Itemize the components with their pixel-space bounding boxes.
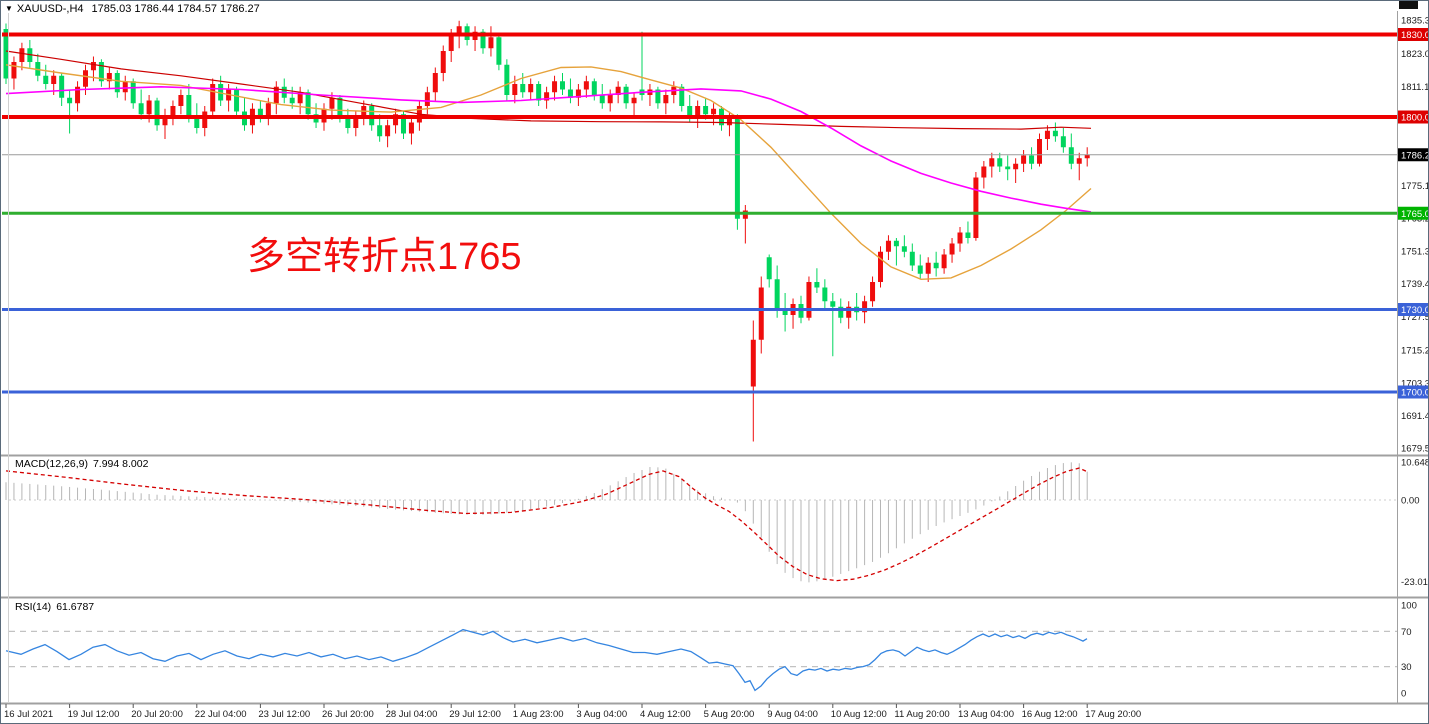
moving-average-red-line[interactable] [5,50,1092,130]
rsi-axis-label: 70 [1401,627,1412,638]
chevron-down-icon[interactable]: ▼ [5,4,13,13]
time-axis-label: 19 Jul 12:00 [68,709,120,720]
time-axis-label: 4 Aug 12:00 [640,709,691,720]
macd-axis-label: 10.648 [1401,458,1429,469]
price-badge-text: 1800.00 [1401,113,1429,124]
price-badge-1765.00 [1398,206,1428,220]
macd-axis-label: -23.017 [1401,577,1429,588]
rsi-indicator-label: RSI(14) 61.6787 [15,601,94,613]
price-axis-label: 1703.35 [1401,378,1429,389]
price-badge-1800.00 [1398,110,1428,124]
time-axis-label: 26 Jul 20:00 [322,709,374,720]
time-axis-label: 13 Aug 04:00 [958,709,1014,720]
price-badge-text: 1830.00 [1401,30,1429,41]
rsi-values: 61.6787 [56,601,95,613]
time-axis-label: 5 Aug 20:00 [704,709,755,720]
time-axis-label: 11 Aug 20:00 [894,709,949,720]
moving-average-orange-line[interactable] [5,64,1092,281]
time-axis-label: 17 Aug 20:00 [1085,709,1141,720]
time-axis-label: 28 Jul 04:00 [386,709,438,720]
time-axis-label: 16 Aug 12:00 [1022,709,1078,720]
time-axis-label: 10 Aug 12:00 [831,709,887,720]
macd-histogram [5,462,1088,583]
time-axis[interactable]: 16 Jul 2021 19 Jul 12:00 20 Jul 20:00 22 Ju… [4,704,1141,720]
rsi-name: RSI(14) [15,601,52,613]
rsi-axis-label: 30 [1401,662,1412,673]
price-axis-label: 1715.25 [1401,346,1429,357]
macd-name: MACD(12,26,9) [15,458,88,470]
price-badge-text: 1730.00 [1401,305,1429,316]
price-badge-1830.00 [1398,28,1428,41]
price-axis-label: 1679.55 [1401,444,1429,455]
rsi-axis-label: 100 [1401,601,1417,612]
macd-signal-line [5,467,1088,582]
rsi-axis-label: 0 [1401,689,1406,700]
price-badge-1786.27 [1398,148,1428,162]
rsi-pane[interactable] [5,628,1397,692]
time-axis-label: 9 Aug 04:00 [767,709,818,720]
pane-borders [1,11,1428,705]
scroll-position-marker [1399,1,1418,9]
time-axis-label: 3 Aug 04:00 [576,709,627,720]
macd-values: 7.994 8.002 [92,458,149,470]
price-axis-label: 1691.45 [1401,411,1429,422]
price-axis[interactable]: 1835.301823.051811.151775.101763.201751.… [1398,15,1429,700]
time-axis-label: 22 Jul 04:00 [195,709,247,720]
macd-pane[interactable] [5,462,1397,583]
rsi-line [5,628,1088,692]
price-axis-label: 1727.50 [1401,312,1429,323]
price-badge-text: 1786.27 [1401,150,1429,161]
macd-indicator-label: MACD(12,26,9) 7.994 8.002 [15,458,148,470]
chart-title: ▼ XAUUSD-,H4 1785.03 1786.44 1784.57 1786.… [5,3,260,15]
time-axis-label: 23 Jul 12:00 [258,709,310,720]
annotation-text[interactable]: 多空转折点1765 [247,236,522,278]
time-axis-label: 16 Jul 2021 [4,709,53,720]
price-axis-label: 1775.10 [1401,181,1429,192]
time-axis-label: 1 Aug 23:00 [513,709,564,720]
price-axis-label: 1811.15 [1401,82,1429,93]
ohlc-values: 1785.03 1786.44 1784.57 1786.27 [91,3,260,15]
price-badge-1700.00 [1398,385,1428,399]
moving-average-magenta-line[interactable] [5,85,1092,213]
price-badge-text: 1700.00 [1401,388,1429,399]
price-axis-label: 1835.30 [1401,15,1429,26]
time-axis-label: 29 Jul 12:00 [449,709,501,720]
price-axis-label: 1823.05 [1401,49,1429,60]
time-axis-label: 20 Jul 20:00 [131,709,183,720]
price-pane[interactable] [1,20,1397,442]
price-badge-text: 1765.00 [1401,209,1429,220]
macd-axis-label: 0.00 [1401,496,1420,507]
price-axis-label: 1751.30 [1401,246,1429,257]
price-axis-label: 1739.40 [1401,279,1429,290]
price-badge-1730.00 [1398,303,1428,316]
symbol-period-label: XAUUSD-,H4 [16,3,84,15]
